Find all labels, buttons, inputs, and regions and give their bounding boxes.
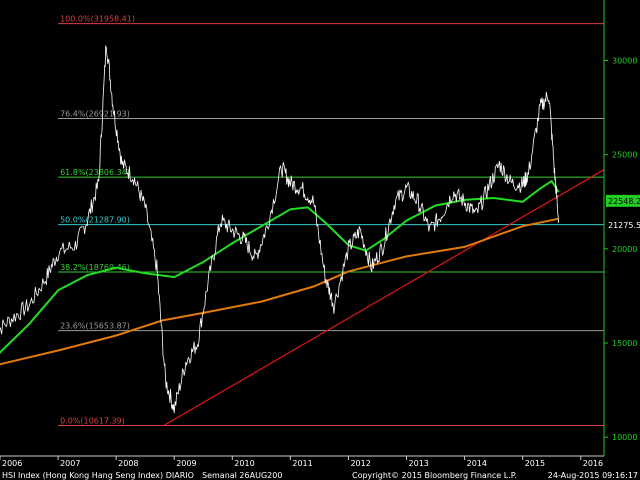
fib-level-label: 61.8%(23806.34): [60, 168, 130, 177]
footer-timestamp: 24-Aug-2015 09:16:17: [548, 471, 638, 480]
fib-level-label: 38.2%(18769.46): [60, 263, 130, 272]
footer-title: HSI Index (Hong Kong Hang Seng Index) DI…: [2, 471, 194, 480]
y-tick-label: 25000: [612, 151, 637, 160]
x-tick-label: 2014: [467, 459, 487, 468]
fib-level-label: 50.0%(21287.90): [60, 216, 130, 225]
y-tick-label: 10000: [612, 433, 637, 442]
x-tick-label: 2016: [583, 459, 603, 468]
series-trend-line: [163, 169, 605, 427]
series-lines: [0, 44, 605, 427]
x-tick-label: 2011: [292, 459, 312, 468]
fib-level-label: 76.4%(26921.93): [60, 109, 130, 118]
series-ma-short-line: [0, 179, 560, 354]
x-tick-label: 2015: [525, 459, 545, 468]
y-tick-label: 20000: [612, 245, 637, 254]
y-tick-label: 15000: [612, 339, 637, 348]
y-tick-label: 30000: [612, 57, 637, 66]
price-label-box: [606, 218, 640, 231]
price-label-box: [606, 194, 640, 207]
y-axis: 10000 15000 20000 25000 30000: [603, 0, 637, 456]
footer-copyright: Copyright© 2015 Bloomberg Finance L.P.: [352, 471, 517, 480]
price-labels: 22548.24 21275.56: [606, 194, 640, 231]
x-tick-label: 2012: [350, 459, 370, 468]
x-axis: 2006 2007 2008 2009 2010 2011 2012 2013 2014 2015…: [0, 455, 604, 468]
x-tick-label: 2010: [234, 459, 254, 468]
x-tick-label: 2009: [176, 459, 196, 468]
price-label-text: 21275.56: [608, 221, 640, 230]
x-tick-label: 2008: [118, 459, 138, 468]
x-tick-label: 2007: [60, 459, 80, 468]
series-ma-long-line: [0, 217, 559, 366]
fib-level-label: 23.6%(15653.87): [60, 322, 130, 331]
x-tick-label: 2013: [409, 459, 429, 468]
price-label-text: 22548.24: [608, 197, 640, 206]
fib-level-label: 100.0%(31958.41): [60, 15, 135, 24]
fibonacci-levels: 100.0%(31958.41) 76.4%(26921.93) 61.8%(238…: [58, 15, 604, 427]
series-price-line: [0, 44, 560, 414]
footer-bar: HSI Index (Hong Kong Hang Seng Index) DI…: [2, 471, 638, 480]
x-tick-label: 2006: [2, 459, 22, 468]
footer-subtitle: Semanal 26AUG200: [202, 471, 282, 480]
fib-level-label: 0.0%(10617.39): [60, 417, 125, 426]
